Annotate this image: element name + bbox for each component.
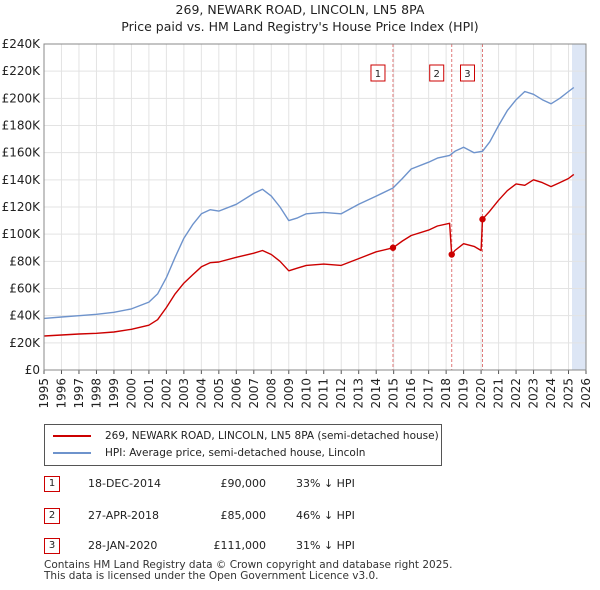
x-tick-label: 2003 [177,378,191,409]
y-tick-label: £40K [9,309,41,323]
legend-swatch-property [53,435,91,437]
x-tick-label: 2007 [247,378,261,409]
x-tick-label: 1999 [107,378,121,409]
x-tick-label: 2015 [387,378,401,409]
y-tick-label: £140K [2,173,42,187]
y-tick-label: £100K [2,227,42,241]
legend-label-property: 269, NEWARK ROAD, LINCOLN, LN5 8PA (semi… [105,430,439,442]
x-tick-label: 2018 [439,378,453,409]
y-tick-label: £80K [9,254,41,268]
x-tick-label: 1995 [37,378,51,409]
x-tick-label: 2016 [404,378,418,409]
x-tick-label: 2004 [194,378,208,409]
y-tick-label: £160K [2,146,42,160]
sale-number-box [459,64,475,82]
price-chart: 1 2 3 £0 £20K £40K £60K £80K £100K £120K £140K £16… [2,37,593,409]
x-tick-label: 2006 [229,378,243,409]
x-tick-label: 1998 [89,378,103,409]
y-tick-label: £20K [9,336,41,350]
x-tick-label: 2021 [492,378,506,409]
legend-swatch-hpi [53,452,91,454]
transaction-hpi: 46% ↓ HPI [296,509,355,522]
sale-number-label: 3 [464,69,470,80]
sale-markers: 1 2 3 [370,64,486,258]
transaction-row: 2 27-APR-2018 £85,000 46% ↓ HPI [44,506,464,526]
y-tick-label: £220K [2,64,42,78]
x-tick-label: 2005 [212,378,226,409]
y-tick-label: £180K [2,119,42,133]
footer-licence: This data is licensed under the Open Gov… [44,570,379,582]
sale-vlines [392,44,483,370]
x-tick-label: 1997 [72,378,86,409]
x-tick-label: 2000 [124,378,138,409]
x-tick-label: 2022 [509,378,523,409]
x-tick-label: 2001 [142,378,156,409]
chart-subtitle: Price paid vs. HM Land Registry's House … [121,19,479,34]
transaction-date: 27-APR-2018 [88,509,160,522]
legend-label-hpi: HPI: Average price, semi-detached house,… [105,447,366,459]
series-line-hpi [43,86,575,320]
x-tick-label: 2017 [422,378,436,409]
transaction-row: 3 28-JAN-2020 £111,000 31% ↓ HPI [44,536,464,556]
transaction-hpi: 33% ↓ HPI [296,477,355,490]
series-layer [43,86,575,337]
x-tick-label: 2025 [562,378,576,409]
plot-frame [43,43,587,371]
x-tick-label: 2019 [457,378,471,409]
x-tick-label: 2012 [334,378,348,409]
x-tick-label: 2002 [159,378,173,409]
x-tick-label: 1996 [54,378,68,409]
transaction-number: 1 [44,476,60,492]
x-tick-label: 2024 [544,378,558,409]
transaction-date: 28-JAN-2020 [88,539,158,552]
legend-item-property: 269, NEWARK ROAD, LINCOLN, LN5 8PA (semi… [53,430,439,442]
transaction-price: £111,000 [213,539,267,552]
x-tick-label: 2009 [282,378,296,409]
legend-item-hpi: HPI: Average price, semi-detached house,… [53,447,365,459]
x-tick-label: 2013 [352,378,366,409]
sale-number-box [370,64,386,82]
axis-layer: £0 £20K £40K £60K £80K £100K £120K £140K £160K £1… [2,37,593,409]
transaction-date: 18-DEC-2014 [88,477,162,490]
x-tick-label: 2014 [369,378,383,409]
y-tick-label: £60K [9,282,41,296]
transaction-number: 2 [44,508,60,524]
x-tick-label: 2011 [317,378,331,409]
sale-marker [389,244,397,251]
legend: 269, NEWARK ROAD, LINCOLN, LN5 8PA (semi… [44,424,442,466]
y-tick-label: £240K [2,37,42,51]
y-tick-label: £200K [2,91,42,105]
transaction-row: 1 18-DEC-2014 £90,000 33% ↓ HPI [44,474,464,494]
x-tick-label: 2008 [264,378,278,409]
x-tick-label: 2023 [527,378,541,409]
sale-marker [448,251,455,258]
transaction-price: £85,000 [220,509,267,522]
x-tick-label: 2020 [474,378,488,409]
grid-layer [43,43,587,371]
sale-number-box [429,64,445,82]
sale-number-label: 2 [434,69,440,80]
y-tick-label: £120K [2,200,42,214]
transaction-price: £90,000 [220,477,267,490]
x-tick-label: 2010 [299,378,313,409]
transaction-hpi: 31% ↓ HPI [296,539,355,552]
x-tick-label: 2026 [579,378,593,409]
footer-copyright: Contains HM Land Registry data © Crown c… [44,559,453,571]
sale-marker [479,216,486,223]
chart-title-address: 269, NEWARK ROAD, LINCOLN, LN5 8PA [175,2,425,17]
y-tick-label: £0 [25,363,40,377]
sale-number-label: 1 [375,69,381,80]
transaction-number: 3 [44,538,60,554]
series-line-property [43,173,575,337]
footer: Contains HM Land Registry data © Crown c… [44,560,452,582]
